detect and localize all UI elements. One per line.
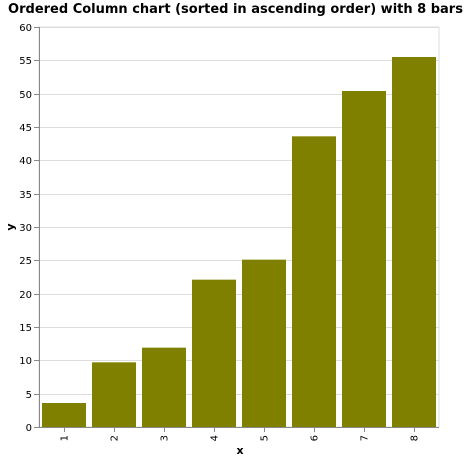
- x-tick-label: 1: [60, 435, 71, 441]
- y-tick-label: 0: [26, 423, 32, 434]
- x-tick-label: 2: [110, 435, 121, 441]
- bar: [292, 136, 336, 428]
- x-tick-label: 5: [260, 435, 271, 441]
- bar: [242, 259, 286, 427]
- bar: [92, 362, 136, 427]
- x-tick-label: 3: [160, 435, 171, 441]
- chart-title: Ordered Column chart (sorted in ascendin…: [8, 2, 463, 17]
- y-tick-label: 60: [19, 23, 32, 34]
- y-tick-label: 5: [26, 390, 32, 401]
- x-tick-label: 8: [410, 435, 421, 441]
- y-tick-label: 15: [19, 323, 32, 334]
- bar: [342, 91, 386, 427]
- y-tick-label: 35: [19, 190, 32, 201]
- x-tick-label: 7: [360, 435, 371, 441]
- y-tick-label: 55: [19, 56, 32, 67]
- y-tick-label: 45: [19, 123, 32, 134]
- bar: [142, 347, 186, 427]
- bar: [42, 403, 86, 427]
- bar: [192, 279, 236, 427]
- y-tick-label: 50: [19, 90, 32, 101]
- x-axis-title: x: [236, 444, 243, 457]
- bar: [392, 57, 436, 427]
- y-axis-title: y: [4, 223, 17, 230]
- x-tick-label: 6: [310, 435, 321, 441]
- y-tick-label: 25: [19, 256, 32, 267]
- y-tick-label: 10: [19, 356, 32, 367]
- y-tick-label: 30: [19, 223, 32, 234]
- x-tick-label: 4: [210, 435, 221, 441]
- y-tick-label: 40: [19, 156, 32, 167]
- bars: [42, 57, 436, 428]
- y-tick-label: 20: [19, 290, 32, 301]
